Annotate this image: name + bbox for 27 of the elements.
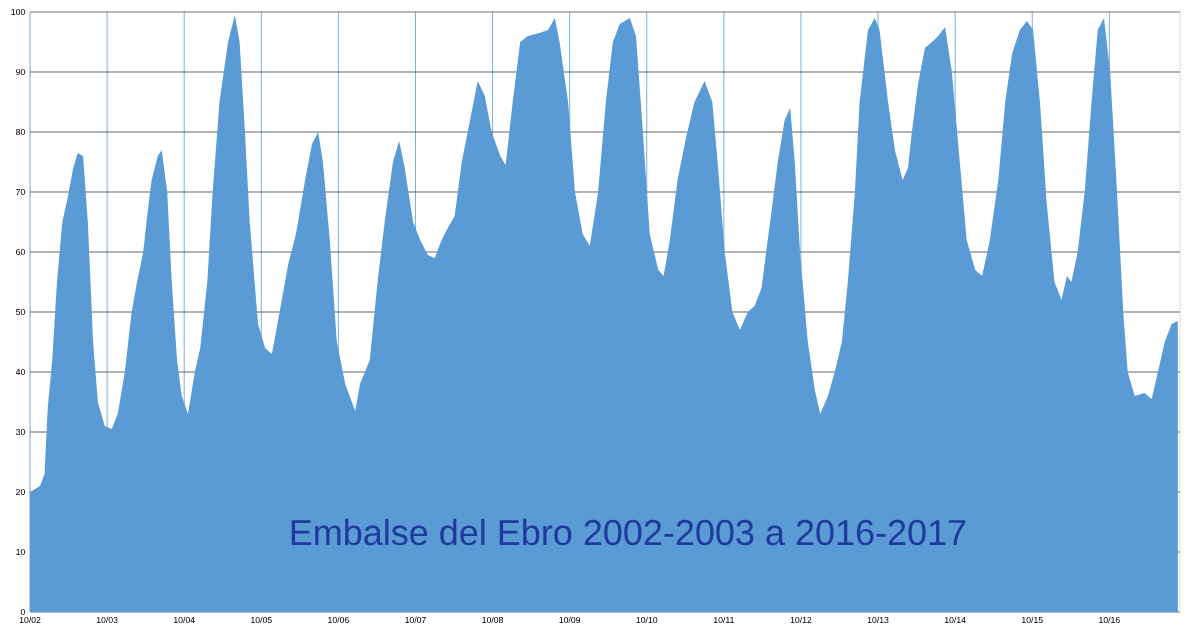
y-tick-label: 100 — [11, 8, 25, 16]
y-tick-label: 30 — [15, 428, 25, 436]
y-tick-label: 70 — [16, 188, 25, 196]
x-tick-label: 10/05 — [251, 616, 272, 624]
x-tick-label: 10/13 — [867, 616, 889, 624]
x-tick-label: 10/16 — [1099, 616, 1120, 624]
x-tick-label: 10/03 — [96, 616, 118, 624]
y-tick-label: 10 — [16, 548, 25, 556]
x-tick-label: 10/14 — [944, 616, 966, 624]
y-tick-label: 40 — [15, 368, 25, 376]
x-tick-label: 10/06 — [328, 616, 349, 624]
y-tick-label: 80 — [16, 128, 25, 136]
y-tick-label: 20 — [16, 488, 25, 496]
y-tick-label: 0 — [20, 608, 25, 616]
text: Embalse del Ebro 2002-2003 a 2016-2017 — [291, 518, 966, 546]
x-tick-label: 10/11 — [714, 616, 734, 624]
x-tick-label: 10/07 — [405, 616, 426, 624]
x-tick-label: 10/08 — [482, 616, 504, 624]
x-tick-label: 10/09 — [559, 616, 581, 624]
y-tick-label: 50 — [16, 308, 25, 316]
y-tick-label: 60 — [16, 248, 25, 256]
x-tick-label: 10/12 — [790, 616, 812, 624]
x-tick-label: 10/10 — [636, 616, 658, 624]
x-tick-label: 10/02 — [19, 616, 41, 624]
x-tick-label: 10/15 — [1022, 616, 1043, 624]
x-tick-label: 10/04 — [174, 616, 195, 624]
y-tick-label: 90 — [16, 68, 25, 76]
